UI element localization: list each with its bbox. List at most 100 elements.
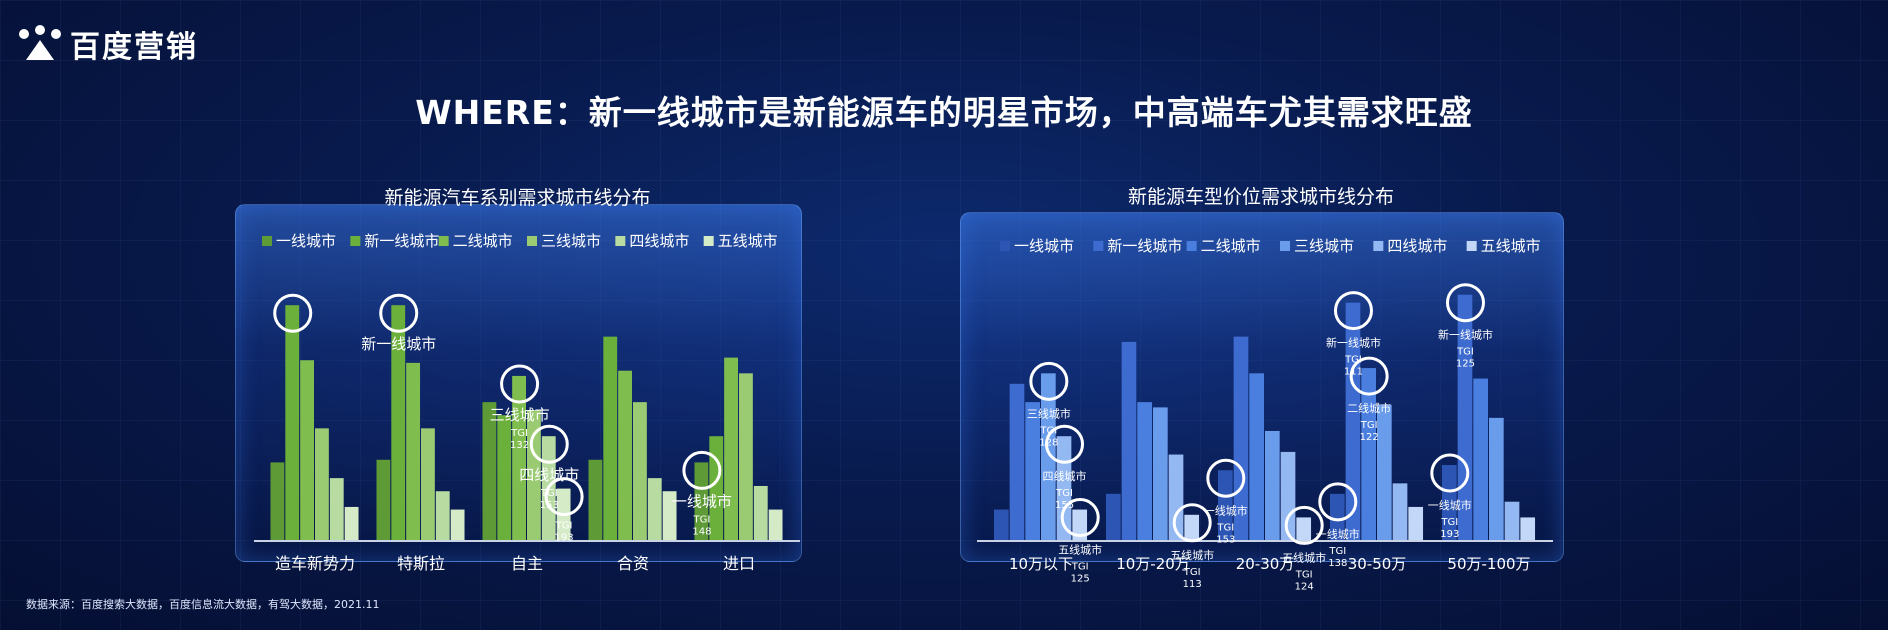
- bar: [1296, 517, 1312, 541]
- bar: [1041, 373, 1056, 541]
- bar: [1408, 506, 1424, 541]
- bar: [1153, 407, 1168, 541]
- annotation-label: 三线城市: [1027, 406, 1071, 420]
- bar: [694, 462, 709, 541]
- highlight-circle: [273, 293, 313, 333]
- tgi-label: TGI 132: [510, 428, 529, 451]
- legend-swatch: [1373, 241, 1384, 251]
- bar: [406, 362, 420, 541]
- bar: [588, 459, 603, 541]
- legend-swatch: [615, 236, 626, 246]
- tgi-label: TGI 155: [1055, 488, 1074, 511]
- annotation-label: 新一线城市: [361, 335, 436, 353]
- annotation-label: 三线城市: [490, 406, 550, 424]
- bar: [376, 459, 391, 541]
- bar: [1520, 517, 1536, 541]
- bar: [1441, 465, 1457, 541]
- bar: [300, 360, 314, 541]
- legend-label: 五线城市: [718, 232, 778, 250]
- highlight-circle: [1060, 498, 1100, 538]
- source-note: 数据来源：百度搜索大数据，百度信息流大数据，有驾大数据，2021.11: [26, 598, 380, 611]
- legend-swatch: [703, 236, 714, 246]
- tgi-label: TGI 128: [1039, 425, 1058, 448]
- annotation-label: 四线城市: [1043, 469, 1087, 483]
- bar: [1168, 454, 1184, 541]
- bar: [1392, 483, 1408, 541]
- bar: [768, 509, 783, 541]
- legend-swatch: [350, 236, 361, 246]
- highlight-circle: [1445, 283, 1485, 323]
- annotation-label: 五线城市: [1058, 543, 1102, 557]
- bar: [1025, 402, 1040, 541]
- highlight-circle: [1318, 482, 1358, 522]
- highlight-circle: [682, 450, 722, 490]
- highlight-circle: [500, 364, 540, 404]
- bar: [482, 402, 497, 541]
- highlight-circle: [529, 424, 569, 464]
- brand-logo: 百度营销: [16, 22, 198, 66]
- bar: [1377, 404, 1392, 541]
- bar: [633, 402, 647, 541]
- bar: [435, 491, 450, 541]
- annotation-label: 新一线城市: [1326, 336, 1381, 350]
- x-tick-label: 10万以下: [1009, 555, 1073, 573]
- legend-label: 四线城市: [629, 232, 689, 250]
- bar: [1121, 341, 1137, 541]
- tgi-label: TGI 122: [1360, 420, 1379, 443]
- x-tick-label: 自主: [511, 554, 543, 573]
- legend-swatch: [1000, 241, 1010, 251]
- bar: [421, 428, 435, 541]
- bar: [270, 462, 285, 541]
- legend-label: 三线城市: [541, 232, 601, 250]
- bar: [618, 370, 632, 541]
- highlight-circle: [1284, 505, 1324, 545]
- bar: [709, 436, 724, 541]
- legend-label: 四线城市: [1387, 237, 1447, 255]
- bar: [450, 509, 465, 541]
- tgi-label: TGI 138: [1328, 546, 1347, 569]
- annotation-label: 二线城市: [1347, 401, 1391, 415]
- annotation-label: 五线城市: [1170, 548, 1214, 562]
- annotation-label: 四线城市: [519, 466, 579, 484]
- bar: [739, 373, 753, 541]
- bar: [512, 375, 526, 541]
- x-tick-label: 特斯拉: [397, 554, 445, 573]
- annotation-label: 五线城市: [1282, 550, 1326, 564]
- bar: [1233, 336, 1249, 541]
- legend-label: 新一线城市: [1107, 237, 1182, 255]
- bar: [344, 506, 359, 541]
- bar: [662, 491, 677, 541]
- bar: [1504, 501, 1520, 541]
- bar: [647, 478, 662, 541]
- bar: [315, 428, 329, 541]
- bar: [329, 478, 344, 541]
- left-chart-title: 新能源汽车系别需求城市线分布: [384, 187, 651, 209]
- highlight-circle: [1206, 458, 1246, 498]
- highlight-circle: [1029, 361, 1069, 401]
- tgi-label: TGI 193: [1440, 517, 1459, 540]
- tgi-label: TGI 111: [1344, 355, 1363, 378]
- legend-label: 三线城市: [1294, 237, 1354, 255]
- legend-swatch: [1186, 241, 1197, 251]
- bar: [1329, 493, 1345, 541]
- tgi-label: TGI 124: [1295, 569, 1314, 592]
- annotation-label: 一线城市: [672, 492, 732, 510]
- legend-swatch: [262, 236, 272, 246]
- brand-name: 百度营销: [70, 30, 198, 65]
- highlight-circle: [544, 477, 584, 517]
- legend-swatch: [1466, 241, 1477, 251]
- legend-label: 新一线城市: [364, 232, 439, 250]
- tgi-label: TGI 148: [692, 514, 711, 537]
- bar: [603, 336, 618, 541]
- x-tick-label: 造车新势力: [275, 554, 355, 573]
- legend-label: 五线城市: [1481, 237, 1541, 255]
- legend-label: 二线城市: [1201, 237, 1261, 255]
- page-title: WHERE：新一线城市是新能源车的明星市场，中高端车尤其需求旺盛: [415, 93, 1473, 132]
- x-tick-label: 进口: [723, 554, 755, 573]
- bar: [753, 485, 768, 541]
- bar: [993, 509, 1009, 541]
- paw-icon: [19, 25, 61, 60]
